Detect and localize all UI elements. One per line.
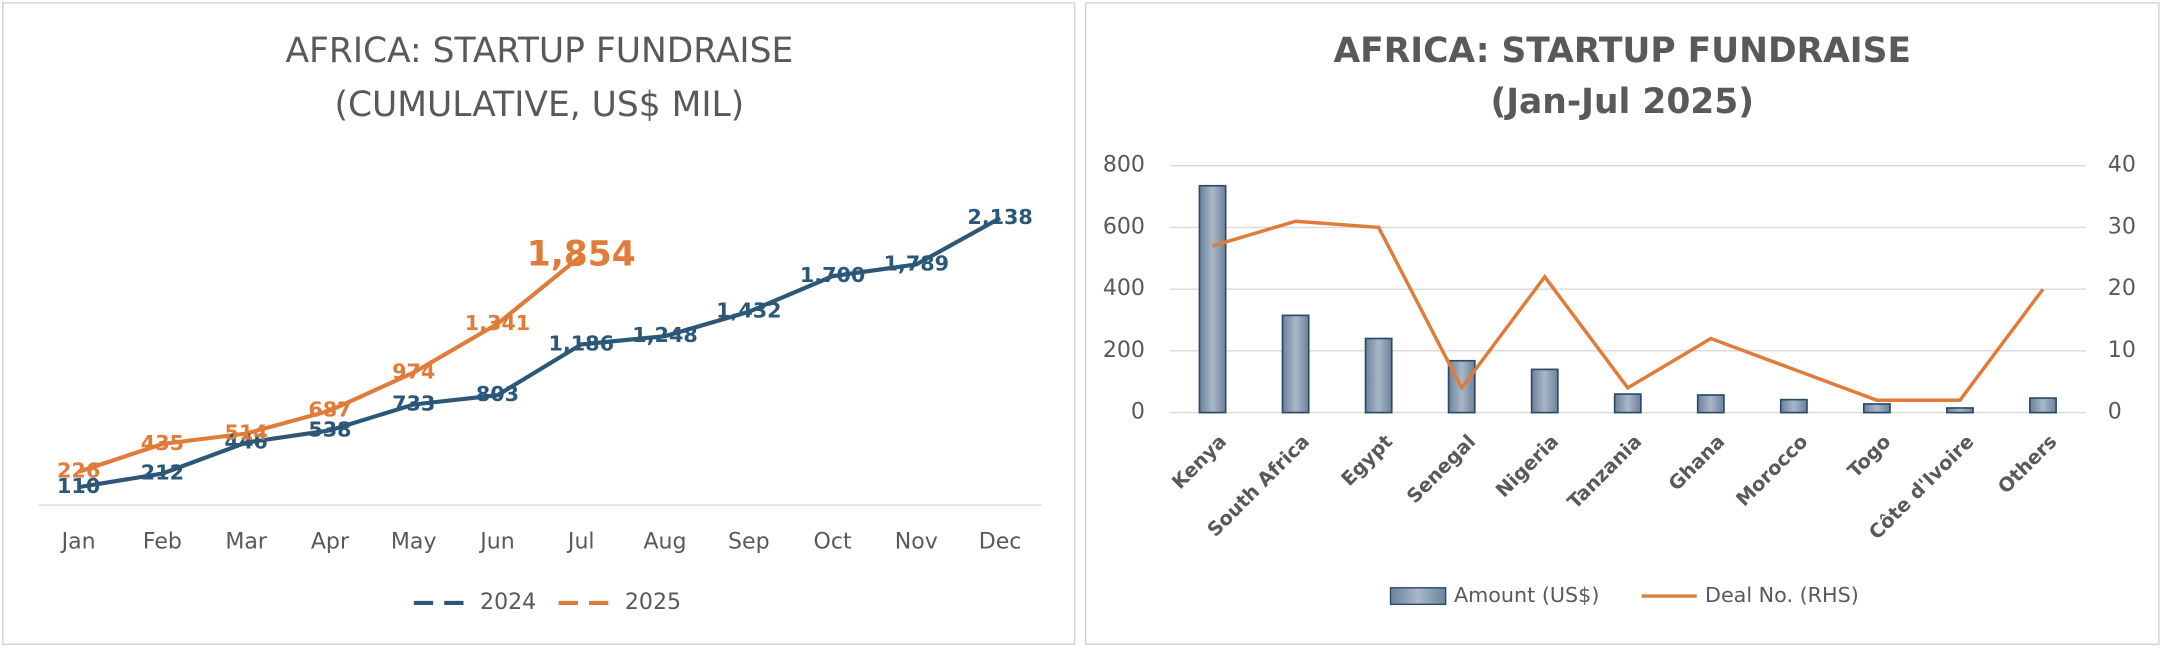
data-label: 1,789: [884, 251, 949, 275]
data-label: 446: [225, 430, 268, 454]
x-tick-label: Aug: [643, 529, 686, 554]
chart-title: AFRICA: STARTUP FUNDRAISE: [285, 31, 793, 71]
bar: [1862, 403, 1891, 414]
x-tick-label: Dec: [979, 529, 1022, 554]
data-label: 1,854: [527, 234, 636, 274]
legend-label: Amount (US$): [1454, 583, 1599, 607]
data-label: 733: [392, 391, 435, 415]
x-tick-label: Sep: [728, 529, 770, 554]
data-label: 803: [476, 382, 519, 406]
bar: [1696, 394, 1725, 414]
bar: [1779, 398, 1808, 414]
data-label: 538: [308, 417, 351, 441]
data-label: 514: [225, 421, 268, 445]
chart-title: AFRICA: STARTUP FUNDRAISE: [1333, 31, 1911, 71]
data-label: 110: [57, 474, 100, 498]
bar: [1281, 314, 1310, 414]
x-tick-label: Apr: [311, 529, 350, 554]
data-label: 974: [392, 360, 435, 384]
bar: [2029, 397, 2057, 414]
data-label: 226: [57, 459, 100, 483]
y2-tick-label: 10: [2108, 338, 2136, 363]
panel-left: [2, 2, 1076, 646]
bar: [1198, 184, 1227, 414]
x-tick-label: Jun: [478, 529, 514, 554]
data-label: 212: [141, 461, 184, 485]
bar: [1613, 393, 1642, 414]
y2-tick-label: 30: [2108, 214, 2136, 239]
x-tick-label: Feb: [143, 529, 182, 554]
data-label: 435: [141, 431, 184, 455]
data-label: 1,341: [465, 311, 530, 335]
y2-tick-label: 20: [2108, 276, 2136, 301]
bar: [1530, 368, 1559, 414]
x-tick-label: Nov: [895, 529, 938, 554]
x-tick-label: Mar: [225, 529, 268, 554]
x-tick-label: Oct: [813, 529, 851, 554]
y2-tick-label: 0: [2108, 400, 2122, 425]
y-tick-label: 200: [1103, 338, 1145, 363]
bar: [1364, 337, 1393, 414]
data-label: 1,248: [632, 323, 697, 347]
panel-right: [1084, 2, 2160, 646]
y2-tick-label: 40: [2108, 153, 2136, 178]
data-label: 687: [308, 398, 351, 422]
legend-label: 2024: [480, 590, 536, 615]
legend-label: Deal No. (RHS): [1705, 583, 1859, 607]
y-tick-label: 400: [1103, 276, 1145, 301]
bar: [1946, 407, 1974, 414]
line: [77, 254, 583, 474]
x-tick-label: Jul: [566, 529, 595, 554]
chart-title: (CUMULATIVE, US$ MIL): [335, 85, 745, 125]
data-label: 1,432: [716, 299, 781, 323]
data-label: 1,700: [800, 263, 865, 287]
chart-title: (Jan-Jul 2025): [1490, 82, 1754, 122]
legend-label: 2025: [625, 590, 681, 615]
y-tick-label: 800: [1103, 153, 1145, 178]
y-tick-label: 600: [1103, 214, 1145, 239]
x-tick-label: May: [391, 529, 437, 554]
y-tick-label: 0: [1131, 400, 1145, 425]
line: [1212, 219, 2045, 402]
line: [78, 216, 1002, 490]
data-label: 1,186: [549, 331, 614, 355]
legend-swatch: [1389, 587, 1447, 606]
x-tick-label: Jan: [60, 529, 96, 554]
data-label: 2,138: [967, 205, 1032, 229]
